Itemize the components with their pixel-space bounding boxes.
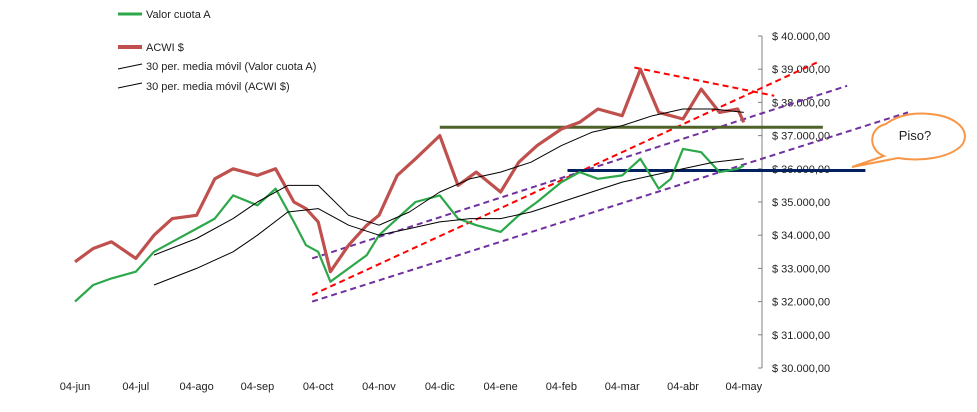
legend-label-ma-valor: 30 per. media móvil (Valor cuota A) <box>146 61 316 73</box>
y-tick-label: $ 35.000,00 <box>772 197 830 209</box>
trendline-red-upper-channel <box>311 61 818 296</box>
legend-label-ma-acwi: 30 per. media móvil (ACWI $) <box>146 81 290 93</box>
x-tick-label: 04-dic <box>425 381 455 393</box>
y-tick-label: $ 37.000,00 <box>772 131 830 143</box>
y-tick-label: $ 34.000,00 <box>772 230 830 242</box>
y-tick-label: $ 39.000,00 <box>772 64 830 76</box>
series-line-2 <box>74 67 746 274</box>
y-tick-label: $ 30.000,00 <box>772 363 830 375</box>
callout: Piso? <box>851 112 966 168</box>
legend: Valor cuota A ACWI $ 30 per. media móvil… <box>117 9 316 93</box>
y-tick-label: $ 38.000,00 <box>772 97 830 109</box>
legend-label-valor-cuota: Valor cuota A <box>146 9 211 21</box>
series-line-4 <box>153 108 744 256</box>
y-tick-label: $ 33.000,00 <box>772 263 830 275</box>
callout-text: Piso? <box>899 128 932 143</box>
x-tick-label: 04-jul <box>122 381 149 393</box>
legend-swatch-ma-valor <box>117 63 143 70</box>
x-tick-label: 04-mar <box>605 381 640 393</box>
legend-swatch-ma-acwi <box>117 82 143 89</box>
x-tick-label: 04-nov <box>362 381 396 393</box>
y-tick-label: $ 31.000,00 <box>772 330 830 342</box>
callout-bubble <box>851 112 966 168</box>
x-tick-label: 04-jun <box>60 381 91 393</box>
series-line-1 <box>74 147 745 303</box>
y-tick-label: $ 40.000,00 <box>772 31 830 43</box>
x-tick-label: 04-ago <box>179 381 213 393</box>
y-tick-label: $ 32.000,00 <box>772 297 830 309</box>
x-tick-label: 04-may <box>725 381 762 393</box>
x-tick-label: 04-feb <box>546 381 577 393</box>
x-tick-label: 04-ene <box>483 381 517 393</box>
x-tick-label: 04-oct <box>303 381 334 393</box>
legend-label-acwi: ACWI $ <box>146 42 184 54</box>
trendline-red-descending <box>634 66 775 97</box>
axes: $ 30.000,00 $ 31.000,00 $ 32.000,00 $ 33.00… <box>60 31 830 393</box>
trendline-purple-lower-channel <box>311 111 909 303</box>
x-tick-label: 04-sep <box>241 381 275 393</box>
series-line-3 <box>153 158 744 286</box>
series <box>74 67 746 303</box>
x-tick-label: 04-abr <box>667 381 699 393</box>
